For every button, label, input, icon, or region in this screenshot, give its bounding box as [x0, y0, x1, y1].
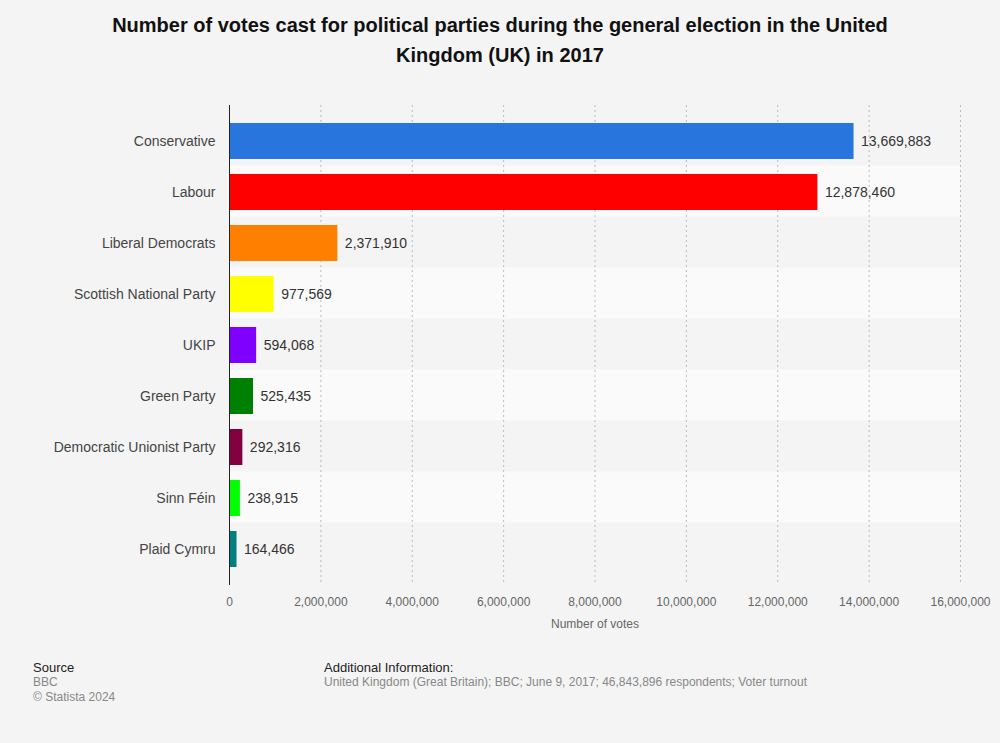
html-text:Number of votes cast for polit: Number of votes cast for political parti…	[112, 14, 888, 66]
svg-text:164,466: 164,466	[244, 541, 295, 557]
svg-text:4,000,000: 4,000,000	[386, 595, 440, 609]
svg-text:2,371,910: 2,371,910	[345, 235, 407, 251]
svg-text:Conservative: Conservative	[134, 133, 216, 149]
svg-text:12,000,000: 12,000,000	[748, 595, 808, 609]
svg-text:Democratic Unionist Party: Democratic Unionist Party	[54, 439, 216, 455]
svg-text:Liberal Democrats: Liberal Democrats	[102, 235, 216, 251]
svg-text:16,000,000: 16,000,000	[930, 595, 990, 609]
svg-text:Sinn Féin: Sinn Féin	[156, 490, 215, 506]
svg-text:Green Party: Green Party	[140, 388, 215, 404]
html-text:United Kingdom (Great Britain): United Kingdom (Great Britain); BBC; Jun…	[324, 675, 807, 689]
svg-text:14,000,000: 14,000,000	[839, 595, 899, 609]
html-text:Source: Source	[33, 660, 75, 675]
svg-text:Labour: Labour	[172, 184, 216, 200]
html-text:BBC: BBC	[33, 675, 58, 689]
svg-text:13,669,883: 13,669,883	[861, 133, 931, 149]
svg-text:238,915: 238,915	[247, 490, 298, 506]
html-text:Additional Information:: Additional Information:	[324, 660, 454, 675]
svg-text:Plaid Cymru: Plaid Cymru	[139, 541, 215, 557]
html-text:© Statista 2024: © Statista 2024	[33, 690, 116, 704]
svg-text:10,000,000: 10,000,000	[656, 595, 716, 609]
svg-text:594,068: 594,068	[264, 337, 315, 353]
svg-text:6,000,000: 6,000,000	[477, 595, 531, 609]
svg-text:UKIP: UKIP	[183, 337, 216, 353]
svg-text:2,000,000: 2,000,000	[294, 595, 348, 609]
svg-text:8,000,000: 8,000,000	[568, 595, 622, 609]
svg-text:12,878,460: 12,878,460	[825, 184, 895, 200]
svg-text:0: 0	[226, 595, 233, 609]
svg-text:977,569: 977,569	[281, 286, 332, 302]
svg-text:Scottish National Party: Scottish National Party	[74, 286, 216, 302]
svg-text:292,316: 292,316	[250, 439, 301, 455]
svg-text:Number of votes: Number of votes	[551, 617, 639, 631]
svg-text:525,435: 525,435	[261, 388, 312, 404]
